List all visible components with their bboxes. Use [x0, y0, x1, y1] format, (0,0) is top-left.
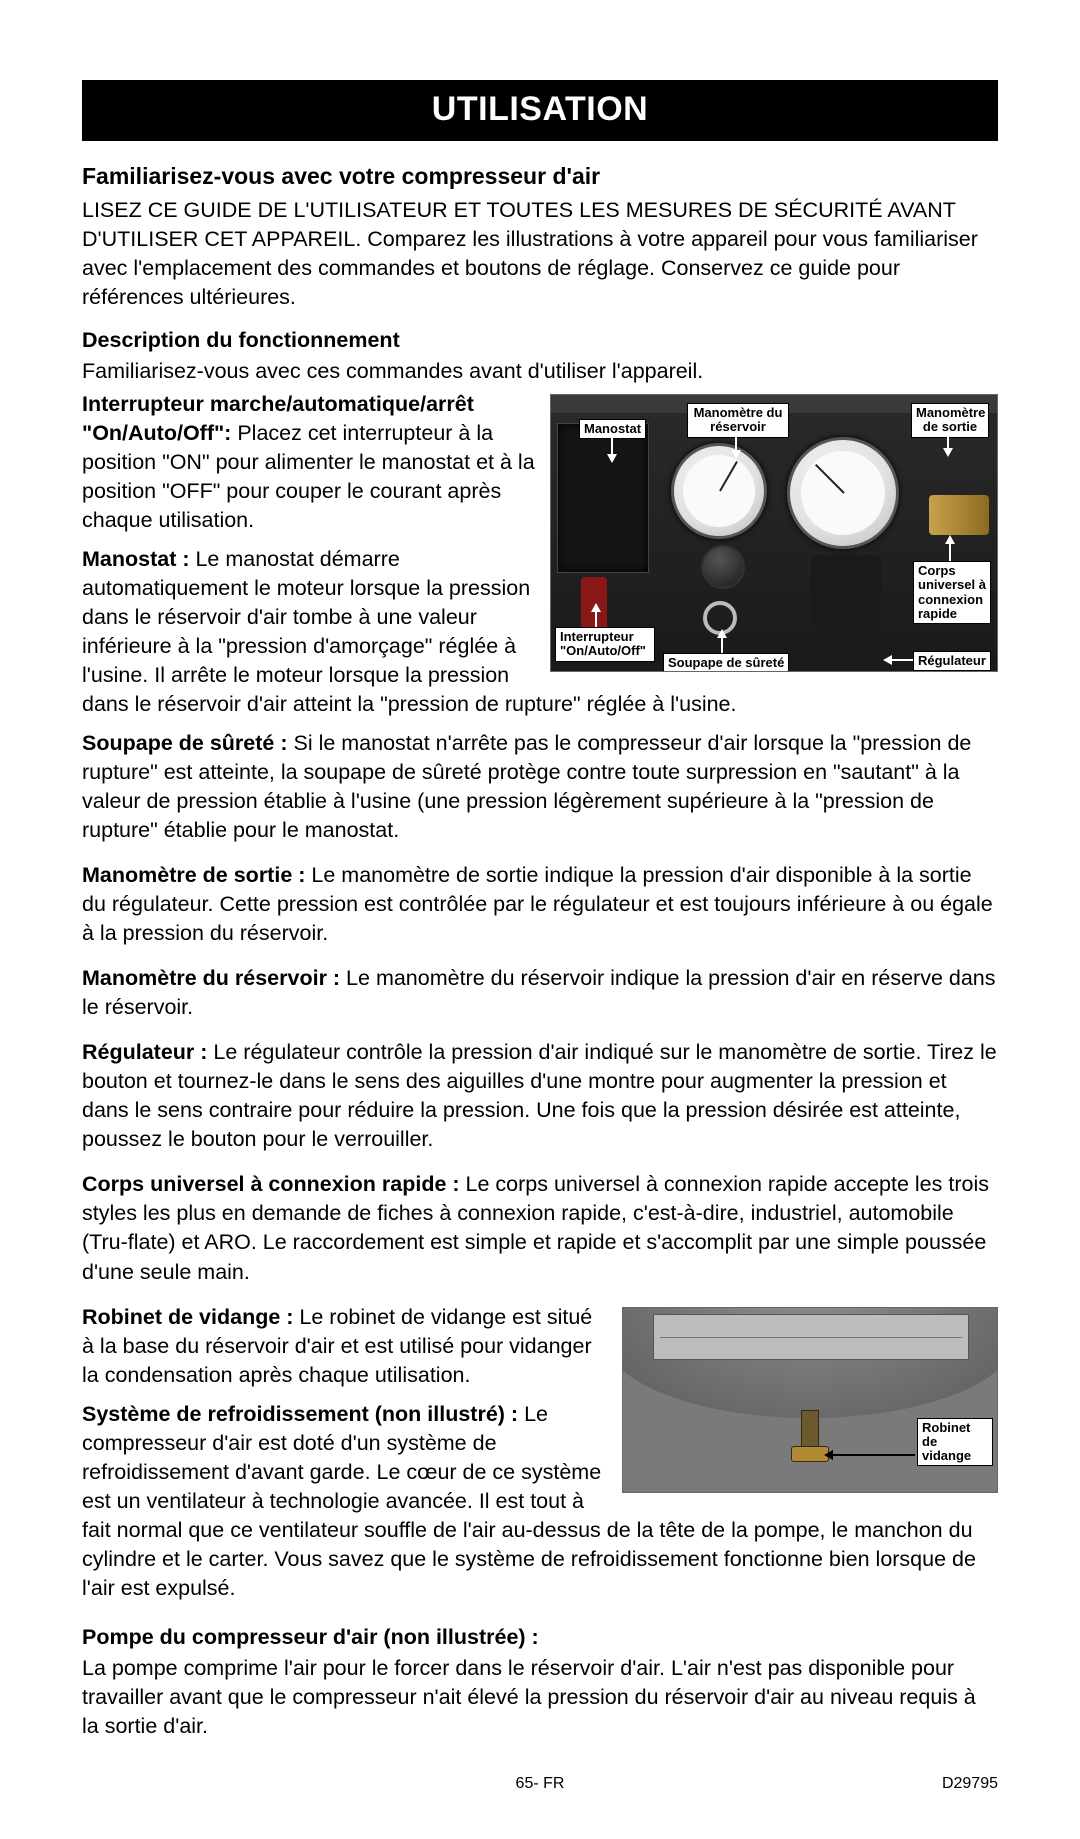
drain-stem-shape [801, 1410, 819, 1450]
arrow-icon [949, 543, 951, 561]
footer-doc-id: D29795 [942, 1775, 998, 1793]
arrow-icon [595, 611, 597, 627]
pump-heading: Pompe du compresseur d'air (non illustré… [82, 1625, 998, 1650]
tank-gauge-shape [671, 443, 767, 539]
regulator-knob-shape [701, 545, 745, 589]
controls-diagram: Manostat Manomètre du réservoir Manomètr… [550, 394, 998, 672]
document-page: UTILISATION Familiarisez-vous avec votre… [0, 0, 1080, 1839]
quick-connect-paragraph: Corps universel à connexion rapide : Le … [82, 1170, 998, 1286]
label-tank-gauge: Manomètre du réservoir [687, 403, 789, 438]
arrow-icon [721, 637, 723, 653]
drain-valve-diagram: Robinet de vidange [622, 1307, 998, 1493]
description-heading: Description du fonctionnement [82, 328, 998, 353]
safety-valve-term: Soupape de sûreté : [82, 731, 288, 755]
label-safety-valve: Soupape de sûreté [663, 653, 789, 672]
arrow-icon [833, 1454, 915, 1456]
warning-plate-shape [653, 1314, 969, 1360]
quick-coupler-shape [929, 495, 989, 535]
regulator-body-shape [811, 555, 881, 625]
description-intro: Familiarisez-vous avec ces commandes ava… [82, 357, 998, 386]
pressure-switch-shape [557, 423, 649, 573]
quick-connect-term: Corps universel à connexion rapide : [82, 1172, 460, 1196]
label-regulator: Régulateur [913, 651, 991, 671]
tank-gauge-paragraph: Manomètre du réservoir : Le manomètre du… [82, 964, 998, 1022]
tank-gauge-term: Manomètre du réservoir : [82, 966, 340, 990]
regulator-term: Régulateur : [82, 1040, 207, 1064]
pump-paragraph: La pompe comprime l'air pour le forcer d… [82, 1654, 998, 1741]
footer-page-number: 65- FR [82, 1775, 998, 1793]
label-switch: Interrupteur "On/Auto/Off" [555, 627, 655, 662]
arrow-icon [611, 437, 613, 455]
cooling-term: Système de refroidissement (non illustré… [82, 1402, 518, 1426]
outlet-gauge-term: Manomètre de sortie : [82, 863, 305, 887]
arrow-icon [947, 435, 949, 449]
arrow-icon [735, 435, 737, 451]
outlet-gauge-shape [787, 437, 899, 549]
arrow-icon [891, 659, 913, 661]
page-footer: 65- FR D29795 [82, 1775, 998, 1799]
section-title-bar: UTILISATION [82, 80, 998, 141]
regulator-paragraph: Régulateur : Le régulateur contrôle la p… [82, 1038, 998, 1154]
safety-valve-paragraph: Soupape de sûreté : Si le manostat n'arr… [82, 729, 998, 845]
outlet-gauge-paragraph: Manomètre de sortie : Le manomètre de so… [82, 861, 998, 948]
label-quick-body: Corps universel à connexion rapide [913, 561, 991, 624]
label-drain-valve: Robinet de vidange [917, 1418, 993, 1467]
label-outlet-gauge: Manomètre de sortie [911, 403, 989, 438]
drain-valve-term: Robinet de vidange : [82, 1305, 293, 1329]
intro-paragraph: LISEZ CE GUIDE DE L'UTILISATEUR ET TOUTE… [82, 196, 998, 312]
manostat-term: Manostat : [82, 547, 190, 571]
diagram-body: Manostat Manomètre du réservoir Manomètr… [551, 395, 997, 671]
subtitle: Familiarisez-vous avec votre compresseur… [82, 163, 998, 190]
regulator-body: Le régulateur contrôle la pression d'air… [82, 1040, 997, 1151]
